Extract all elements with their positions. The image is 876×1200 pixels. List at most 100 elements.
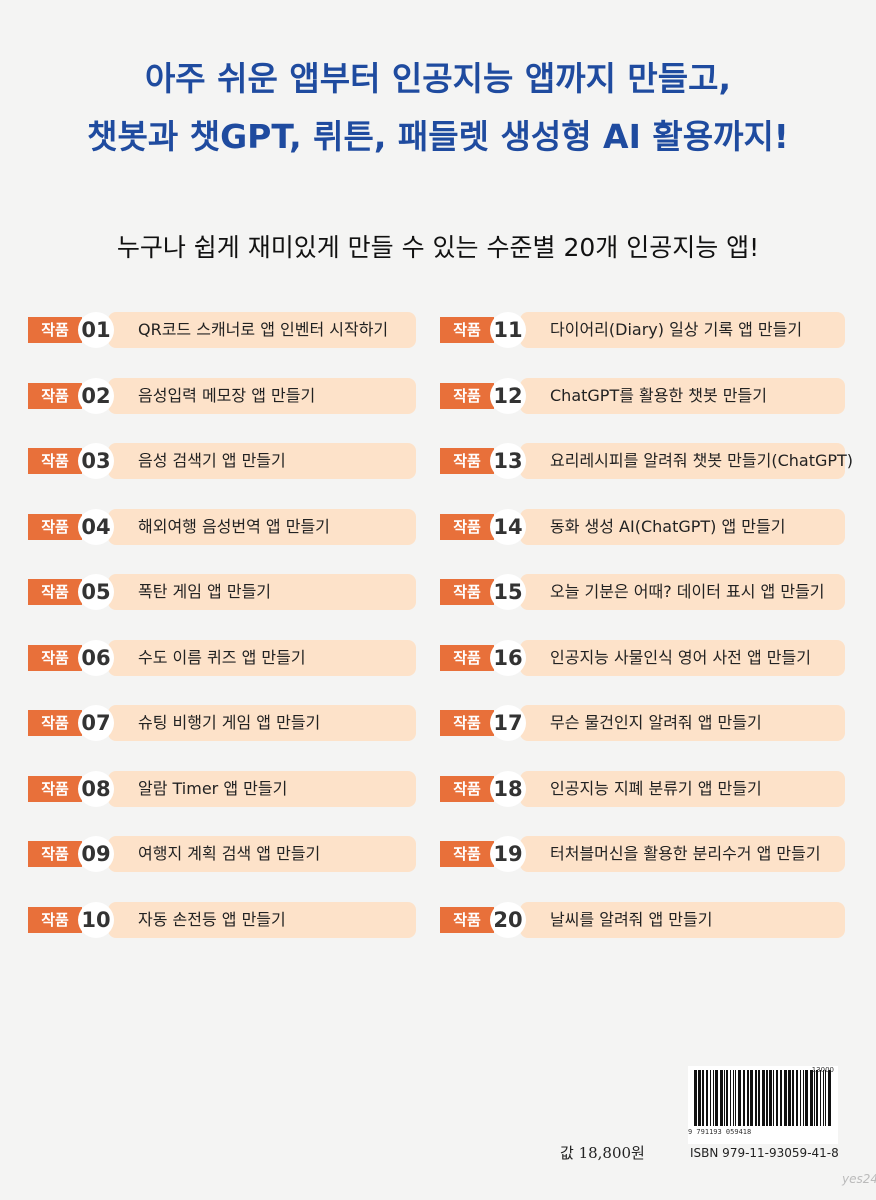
item-tag: 작품 [440,710,494,736]
item-tag: 작품 [440,906,494,933]
bar-line [825,1070,826,1126]
bar-line [694,1070,697,1126]
item-number: 02 [78,377,114,414]
bar-line [823,1070,824,1126]
item: 날씨를 알려줘 앱 만들기 작품 20 [440,900,845,940]
barcode-box: 9 791193 059418 13000 [688,1066,838,1144]
item: 무슨 물건인지 알려줘 앱 만들기 작품 17 [440,703,845,743]
bar-line [780,1070,782,1126]
item: 음성 검색기 앱 만들기 작품 03 [28,441,416,481]
bar-line [726,1070,728,1126]
item-tag: 작품 [440,317,494,343]
item-title: 요리레시피를 알려줘 챗봇 만들기(ChatGPT) [520,443,853,479]
bar-line [776,1070,778,1126]
item-tag: 작품 [28,644,82,671]
bar-line [805,1070,808,1126]
item-tag: 작품 [440,644,494,671]
bar-line [738,1070,741,1126]
item-number: 15 [490,574,526,610]
bar-line [796,1070,798,1126]
bar-line [713,1070,714,1126]
item-title: 수도 이름 퀴즈 앱 만들기 [108,639,416,676]
item-tag: 작품 [440,448,494,474]
barcode-digits: 9 791193 059418 [688,1128,752,1136]
bar-line [814,1070,815,1126]
item-number: 01 [78,312,114,348]
item: ChatGPT를 활용한 챗봇 만들기 작품 12 [440,376,845,416]
item: 알람 Timer 앱 만들기 작품 08 [28,769,416,809]
item: 요리레시피를 알려줘 챗봇 만들기(ChatGPT) 작품 13 [440,441,853,481]
item-title: 터처블머신을 활용한 분리수거 앱 만들기 [520,836,845,872]
bar-line [735,1070,736,1126]
item-title: 다이어리(Diary) 일상 기록 앱 만들기 [520,312,845,348]
bar-line [792,1070,794,1126]
item-number: 04 [78,508,114,545]
item-title: 음성입력 메모장 앱 만들기 [108,377,416,414]
bar-line [710,1070,711,1126]
item-number: 18 [490,770,526,807]
bar-line [702,1070,704,1126]
item-tag: 작품 [28,382,82,409]
item-tag: 작품 [28,841,82,867]
bar-line [803,1070,804,1126]
bar-line [747,1070,749,1126]
bar-line [706,1070,708,1126]
bar-line [698,1070,701,1126]
item-title: 무슨 물건인지 알려줘 앱 만들기 [520,705,845,741]
subtitle: 누구나 쉽게 재미있게 만들 수 있는 수준별 20개 인공지능 앱! [116,233,760,262]
bar-line [766,1070,768,1126]
item-title: 알람 Timer 앱 만들기 [108,770,416,807]
bar-line [758,1070,760,1126]
item-tag: 작품 [28,579,82,605]
item-tag: 작품 [28,710,82,736]
watermark: yes24 [842,1172,876,1186]
item: 음성입력 메모장 앱 만들기 작품 02 [28,376,416,416]
item-number: 17 [490,705,526,741]
item-tag: 작품 [440,579,494,605]
bar-line [816,1070,818,1126]
item: 동화 생성 AI(ChatGPT) 앱 만들기 작품 14 [440,507,845,547]
item-title: 동화 생성 AI(ChatGPT) 앱 만들기 [520,508,845,545]
item-title: ChatGPT를 활용한 챗봇 만들기 [520,377,845,414]
bar-line [724,1070,725,1126]
item-tag: 작품 [440,841,494,867]
item: 여행지 계획 검색 앱 만들기 작품 09 [28,834,416,874]
bar-line [733,1070,734,1126]
item: 터처블머신을 활용한 분리수거 앱 만들기 작품 19 [440,834,845,874]
item: QR코드 스캐너로 앱 인벤터 시작하기 작품 01 [28,310,416,350]
item-number: 06 [78,639,114,676]
item-tag: 작품 [440,513,494,540]
bar-line [788,1070,791,1126]
item: 다이어리(Diary) 일상 기록 앱 만들기 작품 11 [440,310,845,350]
item-number: 03 [78,443,114,479]
item-number: 05 [78,574,114,610]
item: 슈팅 비행기 게임 앱 만들기 작품 07 [28,703,416,743]
item: 오늘 기분은 어때? 데이터 표시 앱 만들기 작품 15 [440,572,845,612]
bar-line [755,1070,757,1126]
item-title: 여행지 계획 검색 앱 만들기 [108,836,416,872]
item-tag: 작품 [28,448,82,474]
item-number: 10 [78,901,114,938]
item-number: 09 [78,836,114,872]
bar-line [762,1070,765,1126]
bar-line [820,1070,821,1126]
item-title: 해외여행 음성번역 앱 만들기 [108,508,416,545]
title-line: 아주 쉬운 앱부터 인공지능 앱까지 만들고, [144,59,732,98]
item: 해외여행 음성번역 앱 만들기 작품 04 [28,507,416,547]
bar-line [743,1070,745,1126]
item-number: 14 [490,508,526,545]
bar-line [828,1070,831,1126]
item-title: 음성 검색기 앱 만들기 [108,443,416,479]
item: 인공지능 사물인식 영어 사전 앱 만들기 작품 16 [440,638,845,678]
item-title: 슈팅 비행기 게임 앱 만들기 [108,705,416,741]
bar-line [715,1070,718,1126]
bar-line [773,1070,774,1126]
item-tag: 작품 [28,906,82,933]
item: 수도 이름 퀴즈 앱 만들기 작품 06 [28,638,416,678]
item-number: 16 [490,639,526,676]
item-title: QR코드 스캐너로 앱 인벤터 시작하기 [108,312,416,348]
item-number: 19 [490,836,526,872]
bar-line [784,1070,787,1126]
add-on: 13000 [811,1066,834,1074]
